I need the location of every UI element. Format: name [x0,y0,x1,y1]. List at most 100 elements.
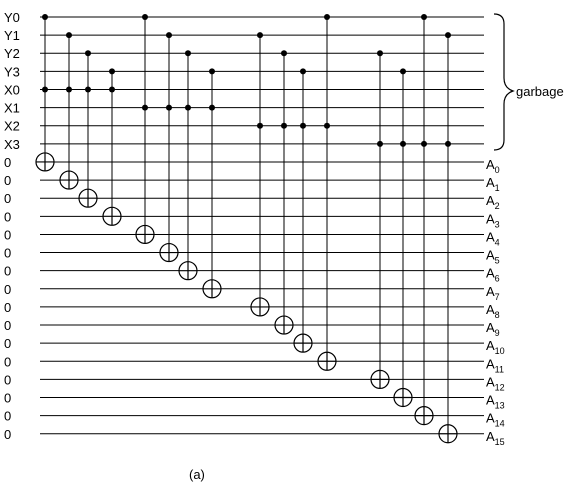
control-dot [377,140,383,147]
output-label: A5 [486,248,500,266]
output-label-sub: 12 [495,382,505,392]
control-dots [42,14,451,147]
xor-target [370,369,390,389]
input-labels: Y0 Y1 Y2 Y3 X0 X1 X2 X3 0 0 0 0 0 0 0 0 0 0 0 0 0 0 0 0 [4,10,20,442]
input-label: 0 [4,155,11,170]
output-label-main: A [486,374,495,389]
xor-target [414,406,434,426]
input-label: 0 [4,318,11,333]
xor-target [178,261,198,281]
control-dot [324,122,330,129]
xor-target [159,242,179,263]
xor-target [59,170,79,190]
xor-targets [35,152,458,444]
output-label-main: A [486,284,495,299]
input-label: 0 [4,427,11,442]
output-label: A15 [486,429,505,447]
garbage-brace [493,13,515,151]
output-label-sub: 1 [495,183,500,193]
control-dot [209,68,215,75]
input-label: X2 [4,119,20,134]
input-label: 0 [4,209,11,224]
control-dot [257,122,263,129]
input-label: 0 [4,282,11,297]
output-label: A13 [486,393,505,411]
output-label-main: A [486,175,495,190]
output-label: A9 [486,320,500,338]
output-label-main: A [486,320,495,335]
control-dot [142,104,148,111]
control-dot [185,104,191,111]
output-label-sub: 11 [495,364,504,374]
control-dot [400,140,406,147]
xor-target [274,315,294,335]
output-label: A10 [486,338,505,356]
control-dot [281,122,287,129]
xor-target [78,188,98,208]
output-label: A11 [486,356,504,374]
control-dot [85,50,91,57]
output-label: A14 [486,411,505,429]
control-dot [257,32,263,39]
control-dot [185,50,191,57]
output-label-sub: 8 [495,310,500,320]
control-dot [109,68,115,75]
output-label-main: A [486,302,495,317]
output-label-sub: 7 [495,292,500,302]
input-label: Y3 [4,64,20,79]
control-dot [421,14,427,20]
control-dot [377,50,383,57]
output-label-main: A [486,429,495,444]
input-label: 0 [4,336,11,351]
control-dot [300,122,306,129]
control-dot [324,14,330,20]
output-label-main: A [486,393,495,408]
input-label: 0 [4,246,11,261]
output-label-sub: 5 [495,256,500,266]
output-label-sub: 0 [495,165,500,175]
control-dot [445,140,451,147]
input-label: 0 [4,300,11,315]
output-label: A3 [486,211,500,229]
xor-target [102,206,122,226]
output-label-sub: 3 [495,219,500,229]
xor-target [317,351,337,371]
output-label-main: A [486,338,495,353]
input-label: 0 [4,191,11,206]
input-label: Y1 [4,28,20,43]
output-label-main: A [486,211,495,226]
xor-target [438,424,458,444]
output-label: A6 [486,266,500,284]
garbage-label: garbage [516,84,564,99]
output-label: A1 [486,175,500,193]
figure-caption: (a) [189,467,205,482]
input-label: 0 [4,409,11,424]
input-label: 0 [4,173,11,188]
control-dot [142,14,148,20]
output-label: A4 [486,229,500,247]
xor-target [135,224,155,245]
output-label: A8 [486,302,500,320]
output-label-sub: 4 [495,237,500,247]
output-label: A12 [486,374,505,392]
input-label: 0 [4,372,11,387]
control-lines [44,17,449,425]
output-label-main: A [486,411,495,426]
xor-target [393,387,413,408]
input-label: Y2 [4,46,20,61]
output-label-sub: 13 [495,401,505,411]
control-dot [109,86,115,93]
input-label: 0 [4,227,11,242]
control-dot [66,86,72,93]
xor-target [250,297,270,317]
xor-target [202,279,222,299]
input-label: X1 [4,101,20,116]
input-label: 0 [4,354,11,369]
output-label-main: A [486,157,495,172]
control-dot [400,68,406,75]
control-dot [42,14,48,20]
control-dot [300,68,306,75]
input-label: X3 [4,137,20,152]
output-label-sub: 14 [495,419,505,429]
